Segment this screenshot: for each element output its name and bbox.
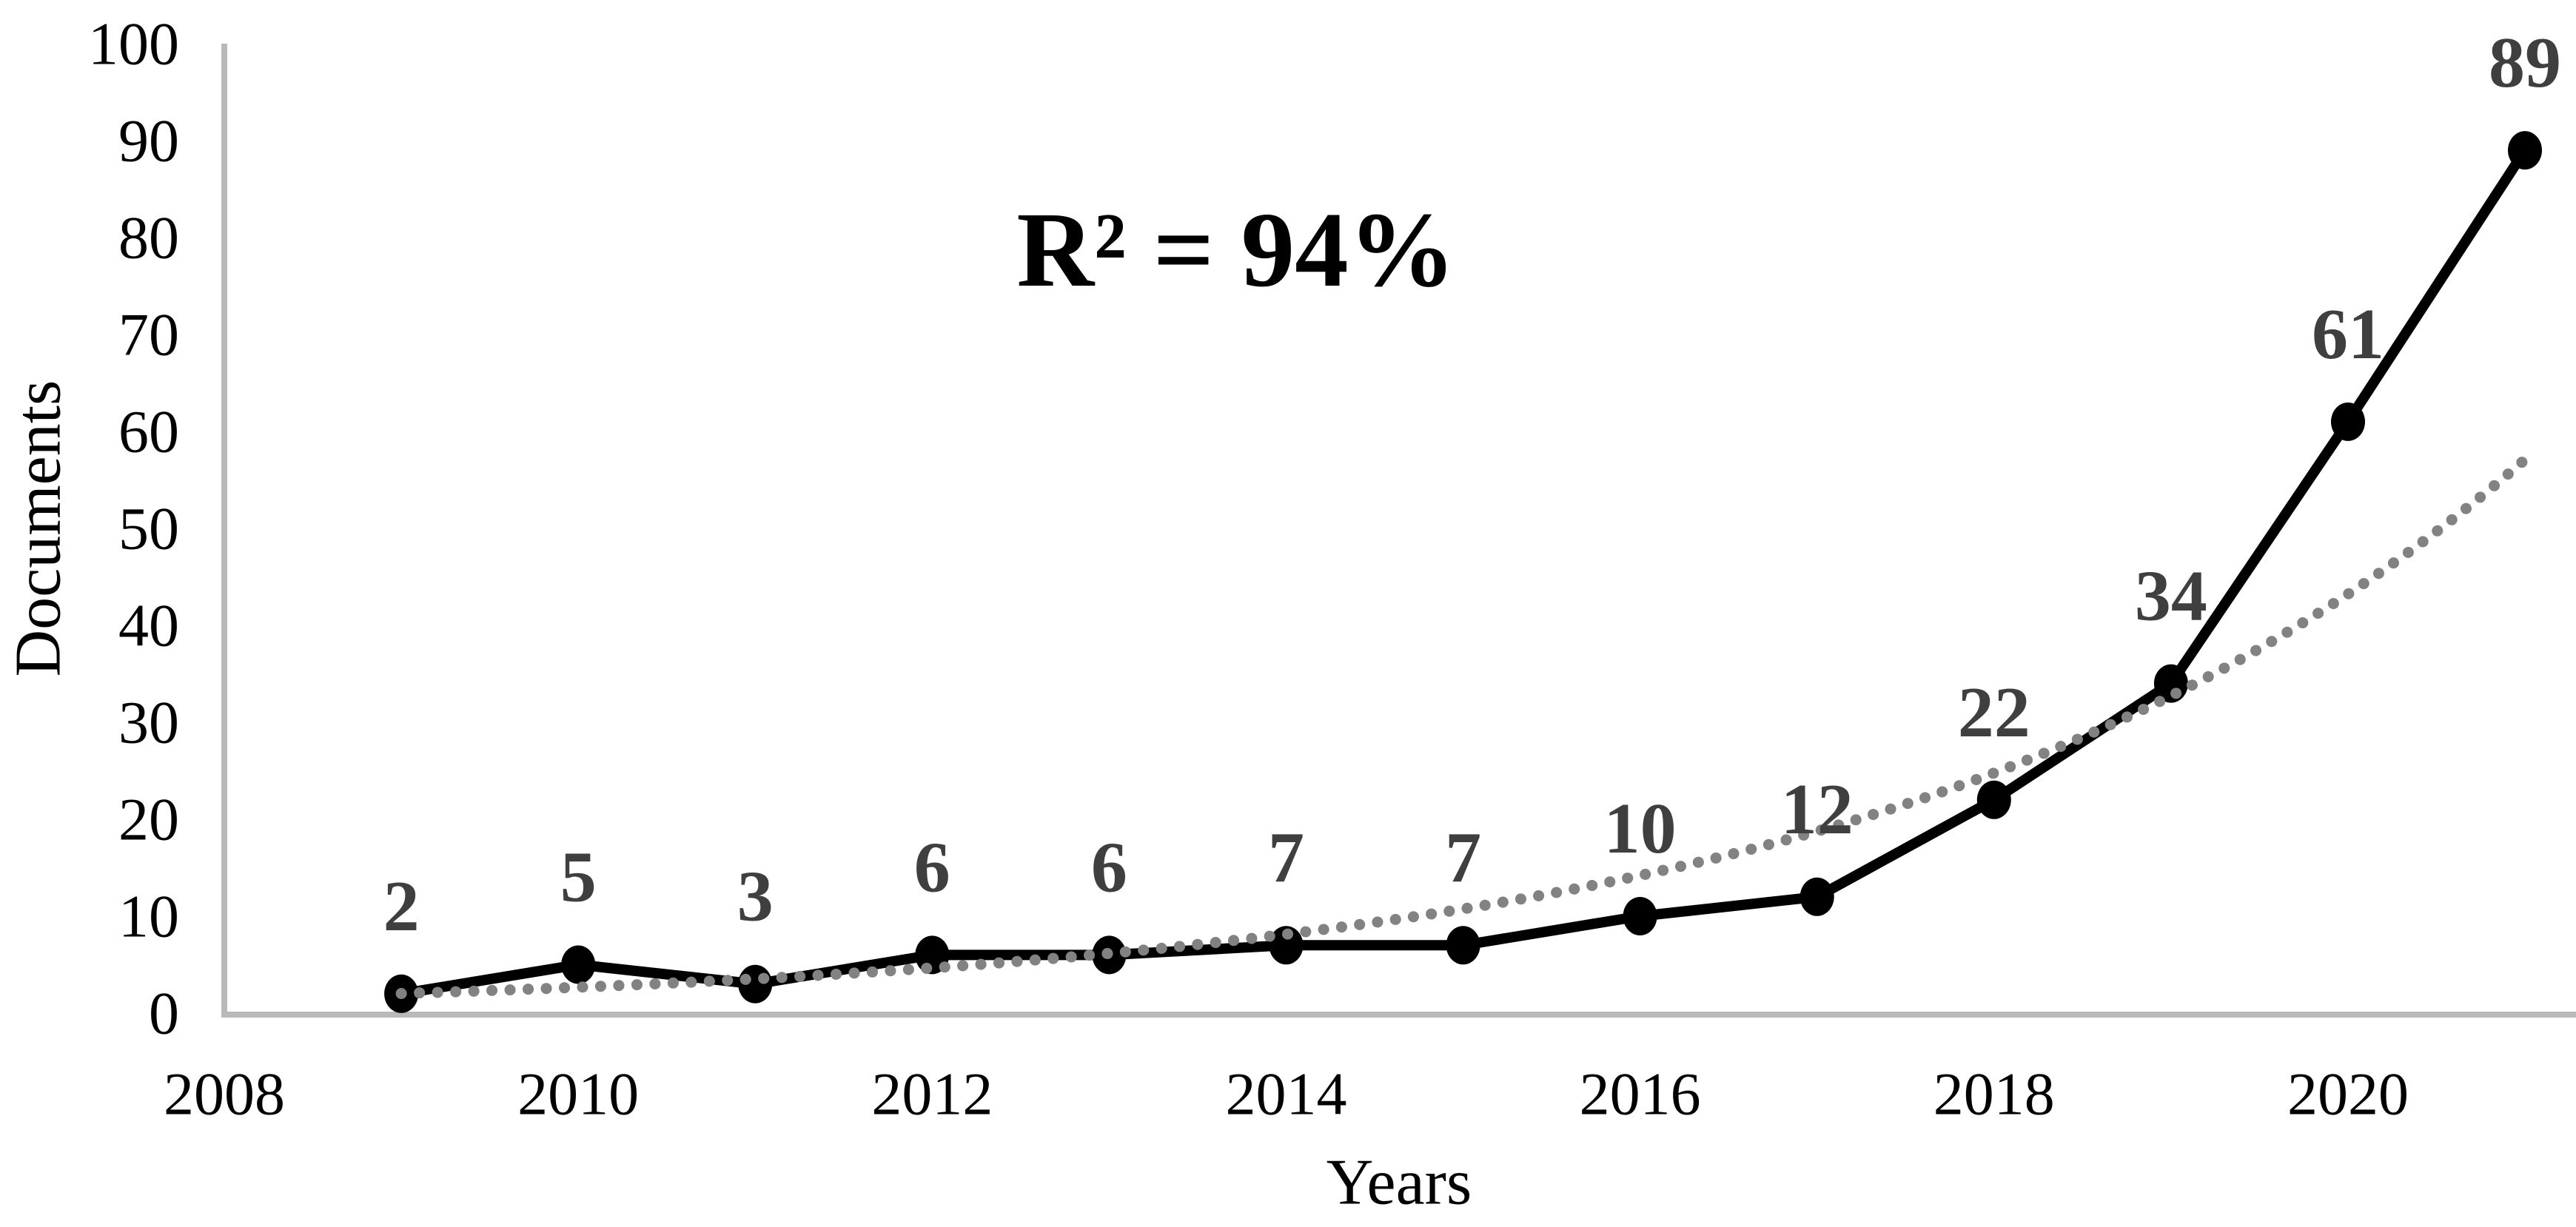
axes [221, 44, 2576, 1018]
data-point-marker [1976, 780, 2011, 819]
x-tick-label: 2010 [517, 1060, 639, 1128]
data-point-marker [1799, 877, 1834, 916]
x-axis-title: Years [1326, 1147, 1472, 1219]
data-point-marker [561, 945, 596, 984]
x-tick-label: 2018 [1933, 1060, 2055, 1128]
data-label: 34 [2135, 557, 2207, 636]
data-label: 2 [383, 867, 420, 947]
r-squared-annotation: R² = 94% [1016, 191, 1455, 309]
y-tick-label: 90 [118, 107, 179, 175]
exponential-trendline [395, 454, 2531, 999]
tick-labels: 0 10 20 30 40 50 60 70 80 90 100 2008 2010 2012 2014 20… [88, 10, 2409, 1128]
x-tick-label: 2012 [871, 1060, 993, 1128]
data-label: 10 [1604, 789, 1677, 869]
data-label: 6 [1091, 827, 1127, 907]
data-label: 6 [914, 827, 950, 907]
data-label: 7 [1445, 818, 1481, 898]
data-labels: 2 5 3 6 6 7 7 10 12 22 34 61 89 [383, 23, 2561, 947]
data-label: 61 [2312, 295, 2384, 374]
y-tick-label: 40 [118, 592, 179, 659]
data-point-marker [2508, 131, 2542, 170]
data-label: 5 [560, 838, 597, 918]
y-tick-label: 30 [118, 689, 179, 756]
y-tick-label: 50 [118, 495, 179, 562]
data-label: 12 [1781, 770, 1854, 850]
y-axis-title: Documents [3, 380, 75, 677]
y-tick-label: 60 [118, 398, 179, 465]
data-point-marker [1269, 926, 1304, 965]
data-label: 7 [1268, 818, 1304, 898]
y-tick-label: 0 [149, 980, 179, 1047]
data-point-marker [1623, 897, 1657, 935]
y-tick-label: 10 [118, 883, 179, 950]
data-label: 3 [737, 857, 774, 937]
data-point-marker [1446, 926, 1480, 965]
x-tick-label: 2008 [164, 1060, 285, 1128]
x-tick-label: 2020 [2287, 1060, 2409, 1128]
x-tick-label: 2016 [1580, 1060, 1701, 1128]
data-point-marker [2331, 402, 2365, 441]
x-tick-label: 2014 [1225, 1060, 1346, 1128]
y-tick-label: 100 [88, 10, 179, 78]
y-tick-label: 70 [118, 301, 179, 369]
data-label: 89 [2489, 23, 2561, 103]
data-point-markers [384, 131, 2542, 1013]
y-tick-label: 20 [118, 786, 179, 853]
y-tick-label: 80 [118, 204, 179, 272]
data-label: 22 [1958, 673, 2030, 753]
